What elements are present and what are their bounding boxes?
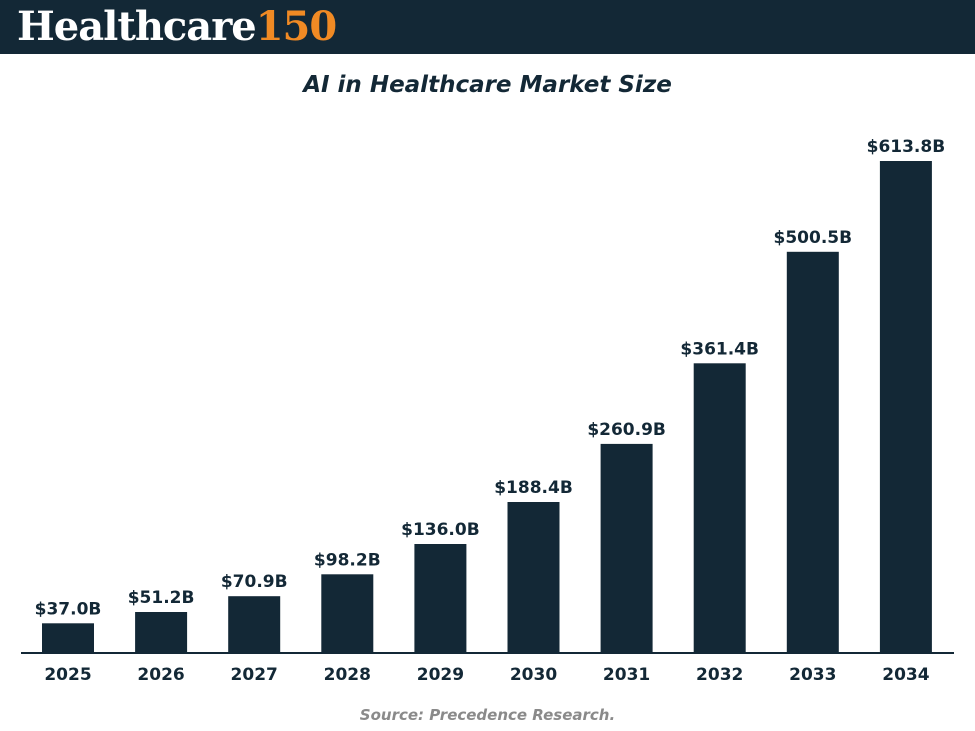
value-label-2026: $51.2B xyxy=(128,588,195,608)
value-label-2032: $361.4B xyxy=(680,339,759,359)
bar-2033 xyxy=(786,251,839,654)
value-label-2034: $613.8B xyxy=(867,137,946,157)
tick-label-2026: 2026 xyxy=(137,665,184,685)
value-label-2027: $70.9B xyxy=(221,572,288,592)
chart-title: AI in Healthcare Market Size xyxy=(303,72,672,98)
tick-label-2028: 2028 xyxy=(324,665,371,685)
bars-group xyxy=(42,161,932,654)
bar-2034 xyxy=(879,161,932,653)
logo-number: 150 xyxy=(255,3,337,50)
value-label-2033: $500.5B xyxy=(774,228,853,248)
bar-2026 xyxy=(135,612,188,653)
value-label-2030: $188.4B xyxy=(494,478,573,498)
tick-label-2032: 2032 xyxy=(696,665,743,685)
source-note: Source: Precedence Research. xyxy=(359,706,616,724)
logo-word: Healthcare xyxy=(17,3,257,50)
bar-2025 xyxy=(42,623,94,653)
value-label-2029: $136.0B xyxy=(401,520,480,540)
value-labels-group: $37.0B $51.2B $70.9B $98.2B $136.0B $188.4B $2… xyxy=(35,137,946,619)
bar-2032 xyxy=(693,363,746,653)
bar-2027 xyxy=(228,596,281,653)
tick-label-2027: 2027 xyxy=(231,665,278,685)
header-bar: Healthcare 150 xyxy=(0,0,975,54)
tick-label-2030: 2030 xyxy=(510,665,557,685)
healthcare150-logo[interactable]: Healthcare 150 xyxy=(17,0,337,54)
bar-2028 xyxy=(321,574,374,653)
value-label-2028: $98.2B xyxy=(314,550,381,570)
tick-label-2033: 2033 xyxy=(789,665,836,685)
tick-labels-group: 2025 2026 2027 2028 2029 2030 2031 2032 2033 2034 xyxy=(44,665,929,685)
bar-2030 xyxy=(507,502,560,653)
tick-label-2029: 2029 xyxy=(417,665,464,685)
bar-2031 xyxy=(600,443,653,653)
value-label-2025: $37.0B xyxy=(35,599,102,619)
value-label-2031: $260.9B xyxy=(587,420,666,440)
tick-label-2031: 2031 xyxy=(603,665,650,685)
bar-2029 xyxy=(414,544,467,653)
tick-label-2025: 2025 xyxy=(44,665,91,685)
tick-label-2034: 2034 xyxy=(882,665,929,685)
